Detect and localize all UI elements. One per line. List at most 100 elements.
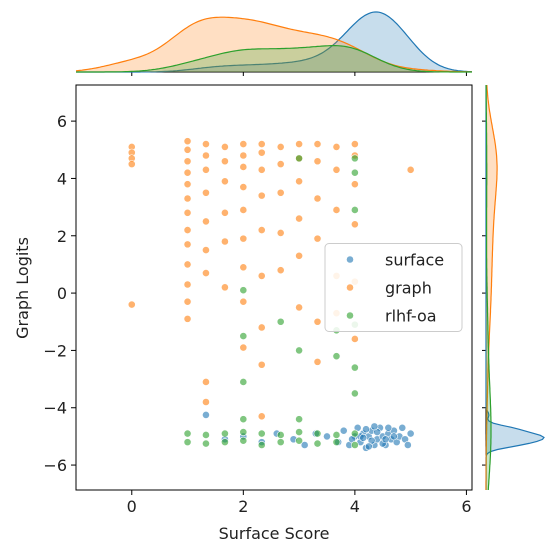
point (276, 431, 285, 439)
point (257, 191, 266, 200)
point (183, 240, 192, 249)
point (276, 438, 285, 447)
legend-marker (346, 255, 354, 264)
point (221, 429, 229, 438)
point (202, 140, 210, 148)
point (370, 422, 379, 431)
point (332, 431, 341, 439)
point (183, 194, 192, 203)
point (300, 441, 309, 449)
point (202, 217, 210, 226)
point (359, 433, 368, 442)
point (257, 148, 266, 157)
point (350, 220, 359, 229)
point (239, 415, 248, 424)
kde-line-top (76, 45, 472, 73)
legend-label: graph (385, 279, 432, 298)
point (313, 157, 322, 166)
y-tick-label: −6 (43, 456, 67, 475)
point (257, 271, 266, 280)
point (406, 165, 415, 174)
point (332, 352, 341, 361)
point (183, 208, 192, 217)
x-tick-label: 6 (461, 497, 471, 516)
point (295, 214, 303, 223)
point (239, 263, 248, 272)
point (221, 208, 229, 217)
point (183, 429, 192, 438)
point (350, 180, 359, 189)
point (202, 398, 210, 406)
point (183, 180, 192, 189)
point (239, 343, 248, 352)
point (350, 389, 359, 398)
x-tick-label: 0 (127, 497, 137, 516)
point (332, 206, 341, 214)
y-tick-label: −4 (43, 399, 67, 418)
point (239, 378, 248, 386)
point (295, 346, 303, 355)
point (323, 432, 331, 441)
point (332, 165, 341, 174)
kde-fill-right (486, 85, 498, 490)
point (239, 436, 248, 445)
legend-marker (346, 311, 354, 320)
point (350, 168, 359, 177)
point (295, 251, 303, 260)
point (183, 168, 192, 177)
point (276, 317, 285, 326)
point (350, 363, 359, 372)
legend-marker (346, 283, 354, 292)
point (183, 157, 192, 166)
point (239, 140, 248, 148)
point (276, 188, 285, 197)
point (350, 206, 359, 214)
point (332, 143, 341, 151)
point (202, 411, 210, 419)
point (406, 429, 415, 438)
point (257, 323, 266, 332)
point (257, 429, 266, 438)
point (221, 438, 229, 447)
point (202, 165, 210, 174)
y-tick-label: 0 (57, 284, 67, 303)
point (239, 163, 248, 171)
point (403, 441, 412, 449)
point (313, 317, 322, 326)
point (221, 237, 229, 246)
point (295, 436, 303, 445)
point (257, 441, 266, 449)
x-axis-label: Surface Score (219, 524, 330, 543)
point (313, 439, 322, 448)
point (127, 160, 136, 169)
point (202, 151, 210, 160)
point (239, 151, 248, 160)
point (183, 438, 192, 447)
point (313, 140, 322, 148)
point (295, 303, 303, 312)
point (313, 194, 322, 203)
point (257, 360, 266, 369)
point (202, 439, 210, 448)
point (295, 154, 303, 163)
kde-fill-right (486, 85, 544, 490)
point (221, 177, 229, 186)
point (239, 286, 248, 295)
point (276, 143, 285, 151)
x-tick-label: 4 (350, 497, 360, 516)
point (202, 188, 210, 197)
point (276, 266, 285, 275)
point (183, 137, 192, 146)
point (257, 140, 266, 148)
kde-line-right (485, 84, 492, 491)
kde-line-right (485, 84, 498, 490)
point (313, 357, 322, 366)
point (313, 429, 322, 438)
point (362, 425, 370, 434)
point (183, 280, 192, 289)
point (239, 206, 248, 214)
legend-label: surface (385, 251, 444, 270)
point (183, 297, 192, 306)
kde-line-top (75, 16, 472, 73)
